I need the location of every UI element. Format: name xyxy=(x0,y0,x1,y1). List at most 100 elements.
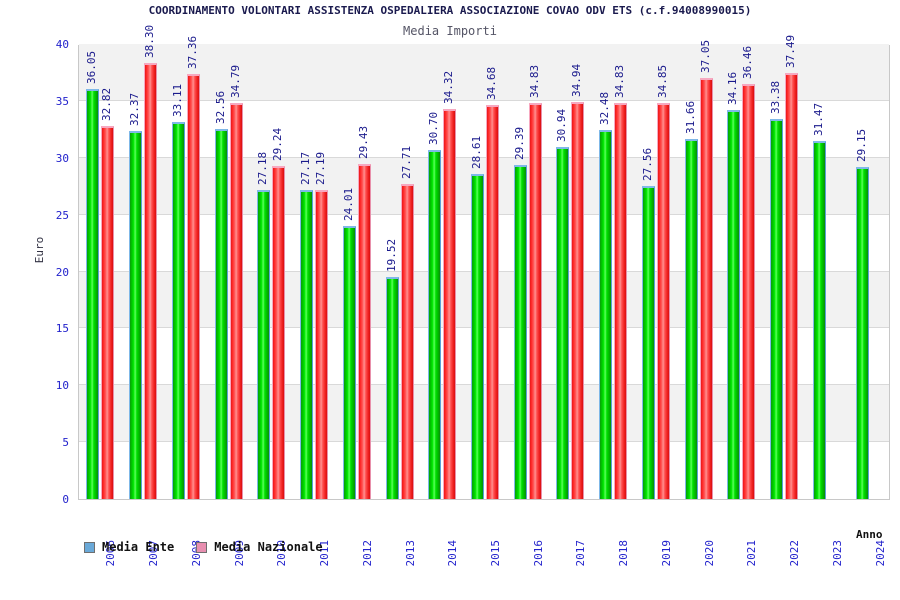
chart-legend: Media Ente Media Nazionale xyxy=(84,540,323,554)
bar-media-nazionale-2012[interactable] xyxy=(357,164,371,499)
chart-subtitle: Media Importi xyxy=(403,24,497,38)
legend-swatch-media-nazionale xyxy=(196,541,208,553)
x-axis-tick-2017: 2017 xyxy=(574,540,588,567)
bar-value-label-media-ente-2022: 33.38 xyxy=(769,81,783,115)
bar-value-label-media-ente-2017: 30.94 xyxy=(555,108,569,143)
x-axis-label: Anno xyxy=(856,528,883,541)
y-axis-tick-0: 0 xyxy=(62,493,69,506)
bar-value-label-media-ente-2007: 32.37 xyxy=(128,92,142,126)
bar-value-label-media-nazionale-2015: 34.68 xyxy=(485,66,498,100)
bar-value-label-media-ente-2021: 34.16 xyxy=(726,72,740,106)
bar-media-ente-2019[interactable] xyxy=(641,185,655,499)
bar-media-ente-2007[interactable] xyxy=(129,130,143,499)
bar-media-nazionale-2020[interactable] xyxy=(699,77,713,499)
legend-item-media-nazionale[interactable]: Media Nazionale xyxy=(196,540,323,554)
x-axis-tick-2015: 2015 xyxy=(489,540,502,567)
bar-media-nazionale-2006[interactable] xyxy=(101,125,115,499)
bar-media-nazionale-2017[interactable] xyxy=(571,101,585,499)
bar-media-nazionale-2022[interactable] xyxy=(785,72,799,499)
y-axis-tick-10: 10 xyxy=(55,379,69,393)
bar-media-ente-2008[interactable] xyxy=(171,122,185,499)
gridline xyxy=(79,156,889,158)
bar-media-nazionale-2011[interactable] xyxy=(315,189,329,499)
legend-item-media-ente[interactable]: Media Ente xyxy=(84,540,174,554)
bar-media-nazionale-2016[interactable] xyxy=(528,102,542,499)
x-axis-tick-2022: 2022 xyxy=(788,540,802,567)
bar-media-ente-2018[interactable] xyxy=(599,129,613,499)
bar-media-nazionale-2013[interactable] xyxy=(400,183,414,499)
bar-value-label-media-ente-2008: 33.11 xyxy=(170,84,184,118)
bar-media-nazionale-2008[interactable] xyxy=(186,74,200,499)
bar-value-label-media-ente-2024: 29.15 xyxy=(854,129,868,163)
legend-label-media-ente: Media Ente xyxy=(102,540,175,554)
bar-value-label-media-nazionale-2022: 37.49 xyxy=(784,34,798,68)
x-axis-tick-2016: 2016 xyxy=(531,540,545,567)
bar-value-label-media-nazionale-2016: 34.83 xyxy=(527,64,541,98)
y-axis-tick-25: 25 xyxy=(55,208,69,222)
bar-media-ente-2015[interactable] xyxy=(471,173,484,499)
bar-media-ente-2021[interactable] xyxy=(727,110,741,499)
bar-media-nazionale-2021[interactable] xyxy=(742,84,756,499)
plot-band xyxy=(79,157,889,215)
bar-media-ente-2006[interactable] xyxy=(86,88,100,499)
bar-value-label-media-ente-2010: 27.18 xyxy=(256,151,270,185)
bar-value-label-media-nazionale-2018: 34.83 xyxy=(613,64,627,98)
page-title: COORDINAMENTO VOLONTARI ASSISTENZA OSPED… xyxy=(148,4,752,17)
bar-value-label-media-ente-2011: 27.17 xyxy=(299,151,313,185)
bar-media-ente-2013[interactable] xyxy=(385,276,399,499)
legend-label-media-nazionale: Media Nazionale xyxy=(214,540,323,554)
y-axis-tick-40: 40 xyxy=(55,38,69,51)
bar-value-label-media-nazionale-2020: 37.05 xyxy=(698,39,712,73)
bar-media-nazionale-2015[interactable] xyxy=(486,104,499,499)
bar-media-ente-2009[interactable] xyxy=(214,128,228,499)
bar-value-label-media-nazionale-2006: 32.82 xyxy=(100,87,114,121)
gridline xyxy=(79,270,889,272)
bar-value-label-media-nazionale-2012: 29.43 xyxy=(356,126,370,160)
bar-media-nazionale-2010[interactable] xyxy=(272,166,286,499)
bar-media-nazionale-2007[interactable] xyxy=(144,63,158,499)
bar-media-ente-2011[interactable] xyxy=(300,189,314,499)
bar-value-label-media-nazionale-2011: 27.19 xyxy=(314,151,328,185)
bar-value-label-media-nazionale-2014: 34.32 xyxy=(442,70,456,104)
y-axis-tick-20: 20 xyxy=(55,265,69,279)
bar-media-nazionale-2014[interactable] xyxy=(443,108,457,499)
bar-value-label-media-nazionale-2010: 29.24 xyxy=(271,128,285,162)
plot-area: 36.05 32.82 32.37 38.30 33.11 37.36 32.56 34.79… xyxy=(78,25,890,500)
x-axis-tick-2024: 2024 xyxy=(873,540,887,567)
bar-media-ente-2016[interactable] xyxy=(513,164,527,499)
bar-value-label-media-nazionale-2013: 27.71 xyxy=(399,145,413,179)
bar-media-nazionale-2009[interactable] xyxy=(229,103,243,499)
bar-value-label-media-ente-2015: 28.61 xyxy=(470,135,483,169)
bar-media-ente-2023[interactable] xyxy=(812,141,826,499)
plot-band xyxy=(79,44,889,101)
x-axis-tick-2023: 2023 xyxy=(830,540,844,567)
bar-media-nazionale-2018[interactable] xyxy=(614,102,628,499)
bar-media-ente-2014[interactable] xyxy=(428,149,442,499)
gridline xyxy=(79,441,889,443)
bar-value-label-media-nazionale-2008: 37.36 xyxy=(185,35,199,70)
bar-media-ente-2010[interactable] xyxy=(257,189,271,499)
plot-band xyxy=(79,271,889,329)
bar-value-label-media-ente-2006: 36.05 xyxy=(85,50,99,84)
bar-value-label-media-ente-2016: 29.39 xyxy=(512,126,526,160)
bar-media-ente-2024[interactable] xyxy=(855,167,869,499)
bar-value-label-media-ente-2009: 32.56 xyxy=(213,90,227,124)
x-axis-tick-2018: 2018 xyxy=(617,540,631,567)
legend-swatch-media-ente xyxy=(84,541,95,553)
bar-media-ente-2012[interactable] xyxy=(342,225,356,499)
bar-media-ente-2022[interactable] xyxy=(770,119,784,499)
y-axis-tick-5: 5 xyxy=(62,436,69,450)
bar-value-label-media-ente-2019: 27.56 xyxy=(640,147,654,181)
bar-value-label-media-ente-2018: 32.48 xyxy=(598,91,612,125)
bar-media-nazionale-2019[interactable] xyxy=(656,102,670,499)
bar-value-label-media-nazionale-2017: 34.94 xyxy=(570,63,584,97)
bar-value-label-media-nazionale-2009: 34.79 xyxy=(228,65,242,99)
bar-media-ente-2020[interactable] xyxy=(684,138,698,499)
bar-value-label-media-nazionale-2021: 36.46 xyxy=(741,46,755,80)
bar-value-label-media-ente-2013: 19.52 xyxy=(384,238,398,272)
x-axis-tick-2020: 2020 xyxy=(702,540,716,567)
gridline xyxy=(79,327,889,329)
y-axis-tick-15: 15 xyxy=(55,322,69,336)
bar-value-label-media-ente-2014: 30.70 xyxy=(427,111,441,145)
bar-media-ente-2017[interactable] xyxy=(556,147,570,499)
